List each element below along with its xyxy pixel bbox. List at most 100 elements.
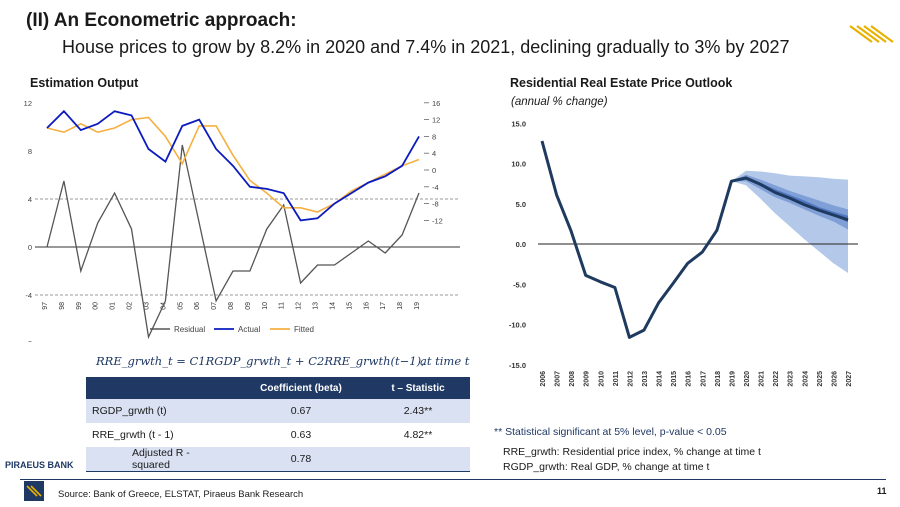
table-row: RGDP_grwth (t) 0.67 2.43** bbox=[86, 399, 470, 423]
x-axis-tick: 2009 bbox=[584, 371, 591, 387]
rgdp-definition: RGDP_grwth: Real GDP, % change at time t bbox=[503, 461, 710, 473]
x-axis-tick: 2027 bbox=[846, 371, 853, 387]
x-axis-tick: 2010 bbox=[598, 371, 605, 387]
actual-series-line bbox=[46, 109, 420, 222]
y-axis-tick: 5.0 bbox=[516, 200, 526, 209]
regression-formula: RRE_grwth_t = C1RGDP_grwth_t + C2RRE_grw… bbox=[96, 354, 425, 368]
x-axis-tick: 2019 bbox=[729, 371, 736, 387]
x-axis-tick: 10 bbox=[262, 302, 269, 310]
row-label: RGDP_grwth (t) bbox=[86, 399, 236, 423]
x-axis-tick: 13 bbox=[313, 302, 320, 310]
y-axis-tick: -15.0 bbox=[509, 361, 526, 370]
x-axis-tick: 99 bbox=[76, 302, 83, 310]
chart-legend: Residual Actual Fitted bbox=[150, 325, 314, 334]
table-row: RRE_grwth (t - 1) 0.63 4.82** bbox=[86, 423, 470, 447]
x-axis-tick: 04 bbox=[160, 302, 167, 310]
left-axis-tick: -4 bbox=[25, 291, 32, 300]
x-axis-tick: 2023 bbox=[788, 371, 795, 387]
table-header-tstat: t – Statistic bbox=[366, 377, 470, 399]
outlook-chart: 15.0 10.0 5.0 0.0 -5.0 -10.0 -15.0 2006 2007 200… bbox=[509, 119, 858, 387]
x-axis-tick: 19 bbox=[414, 302, 421, 310]
brand-name: PIRAEUS BANK bbox=[5, 460, 74, 470]
x-axis-tick: 2006 bbox=[540, 371, 547, 387]
left-axis-tick: 12 bbox=[24, 99, 32, 108]
x-axis-tick: 2018 bbox=[715, 371, 722, 387]
x-axis-tick: 2026 bbox=[831, 371, 838, 387]
x-axis-tick: 2015 bbox=[671, 371, 678, 387]
brand-logo-icon bbox=[24, 481, 44, 501]
x-axis-tick: 2025 bbox=[817, 371, 824, 387]
x-axis-tick: 12 bbox=[296, 302, 303, 310]
formula-time-label: at time t bbox=[420, 354, 470, 368]
right-axis-tick: -12 bbox=[432, 216, 443, 225]
x-axis-tick: 18 bbox=[397, 302, 404, 310]
table-header-coefficient: Coefficient (beta) bbox=[236, 377, 366, 399]
row-label: Adjusted R - squared bbox=[86, 447, 236, 472]
right-axis-tick: 4 bbox=[432, 149, 436, 158]
x-axis-tick: 2013 bbox=[642, 371, 649, 387]
left-axis-tick: 8 bbox=[28, 147, 32, 156]
table-header-blank bbox=[86, 377, 236, 399]
x-axis-tick: 2007 bbox=[555, 371, 562, 387]
right-axis-tick: 8 bbox=[432, 132, 436, 141]
right-axis-tick: -4 bbox=[432, 183, 439, 192]
x-axis-tick: 07 bbox=[211, 302, 218, 310]
footer-divider bbox=[20, 479, 886, 480]
source-note: Source: Bank of Greece, ELSTAT, Piraeus … bbox=[58, 489, 304, 500]
x-axis-tick: 2011 bbox=[613, 371, 620, 386]
x-axis-tick: 16 bbox=[363, 302, 370, 310]
x-axis-tick: 97 bbox=[42, 302, 49, 310]
right-axis-tick: -8 bbox=[432, 200, 439, 209]
legend-actual: Actual bbox=[238, 325, 260, 334]
left-axis-tick: 0 bbox=[28, 243, 32, 252]
coefficient-table: Coefficient (beta) t – Statistic RGDP_gr… bbox=[86, 377, 470, 472]
y-axis-tick: -10.0 bbox=[509, 321, 526, 330]
x-axis-tick: 2016 bbox=[686, 371, 693, 387]
left-axis-tick: 4 bbox=[28, 195, 32, 204]
row-tstat: 4.82** bbox=[366, 423, 470, 447]
x-axis-tick: 01 bbox=[110, 302, 117, 310]
row-coef: 0.63 bbox=[236, 423, 366, 447]
brand-stripes-icon bbox=[849, 25, 894, 43]
row-tstat: 2.43** bbox=[366, 399, 470, 423]
x-axis-tick: 2020 bbox=[744, 371, 751, 387]
y-axis-tick: 10.0 bbox=[511, 160, 526, 169]
x-axis-tick: 2012 bbox=[627, 371, 634, 387]
residual-series-line bbox=[46, 144, 420, 340]
x-axis-tick: 05 bbox=[177, 302, 184, 310]
x-axis-tick: 2024 bbox=[802, 371, 809, 387]
x-axis-tick: 11 bbox=[279, 302, 286, 309]
table-row: Adjusted R - squared 0.78 bbox=[86, 447, 470, 472]
rre-definition: RRE_grwth: Residential price index, % ch… bbox=[503, 446, 761, 458]
row-label: RRE_grwth (t - 1) bbox=[86, 423, 236, 447]
right-axis-tick: 12 bbox=[432, 116, 440, 125]
x-axis-tick: 17 bbox=[380, 302, 387, 310]
left-axis-tick: -8 bbox=[25, 339, 32, 342]
legend-residual: Residual bbox=[174, 325, 205, 334]
outlook-title: Residential Real Estate Price Outlook bbox=[510, 76, 733, 90]
legend-fitted: Fitted bbox=[294, 325, 314, 334]
row-coef: 0.78 bbox=[236, 447, 366, 472]
x-axis-tick: 00 bbox=[93, 302, 100, 310]
x-axis-tick: 15 bbox=[346, 302, 353, 310]
fitted-series-line bbox=[46, 116, 420, 213]
x-axis-tick: 2017 bbox=[700, 371, 707, 387]
x-axis-tick: 09 bbox=[245, 302, 252, 310]
y-axis-tick: 15.0 bbox=[511, 119, 526, 128]
price-outlook-line bbox=[540, 140, 849, 339]
outlook-subtitle: (annual % change) bbox=[511, 96, 608, 108]
table-header-row: Coefficient (beta) t – Statistic bbox=[86, 377, 470, 399]
x-axis-tick: 14 bbox=[329, 302, 336, 310]
row-tstat bbox=[366, 447, 470, 472]
fan-band-2 bbox=[731, 170, 848, 273]
x-axis-tick: 2008 bbox=[569, 371, 576, 387]
estimation-output-chart: 12 8 4 0 -4 -8 16 12 8 4 0 -4 -8 -12 97 98 99 00 01 02 03 0… bbox=[24, 99, 460, 342]
estimation-output-title: Estimation Output bbox=[30, 76, 139, 90]
slide-title: (II) An Econometric approach: bbox=[26, 10, 297, 31]
right-axis-tick: 0 bbox=[432, 166, 436, 175]
right-axis-tick: 16 bbox=[432, 99, 440, 108]
y-axis-tick: -5.0 bbox=[513, 280, 526, 289]
fan-band-3 bbox=[731, 174, 848, 230]
row-coef: 0.67 bbox=[236, 399, 366, 423]
x-axis-tick: 06 bbox=[194, 302, 201, 310]
